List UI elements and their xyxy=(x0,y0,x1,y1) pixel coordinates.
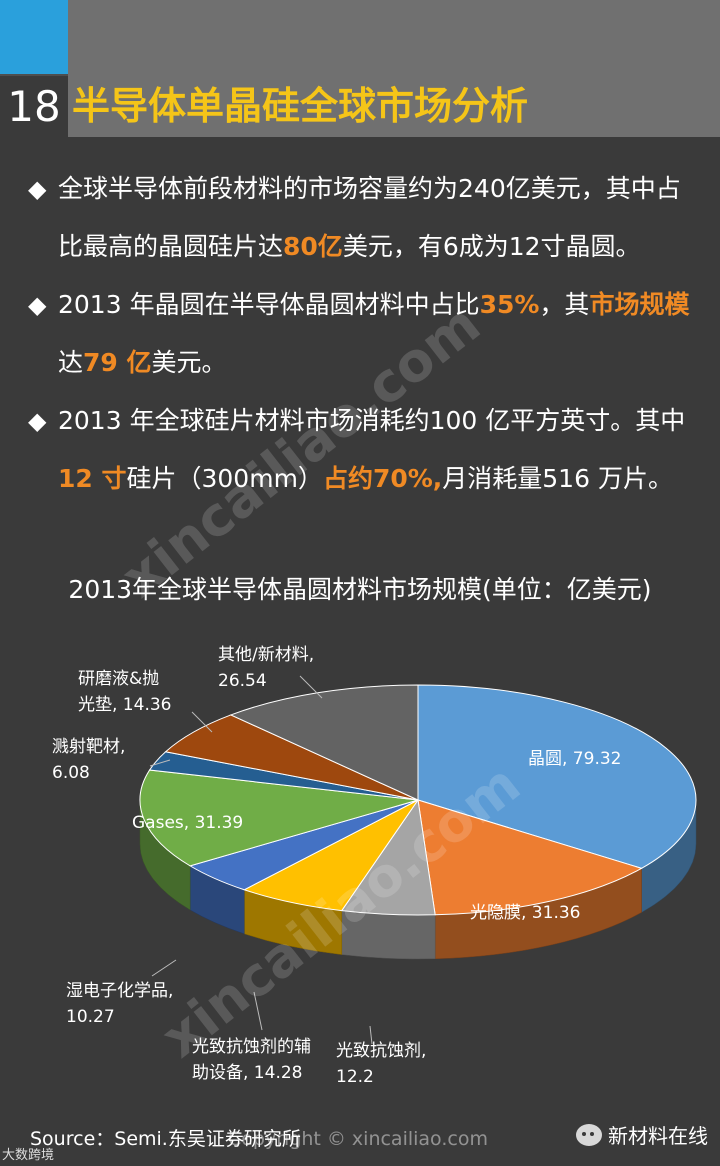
diamond-bullet-icon: ◆ xyxy=(28,291,47,319)
data-label-line: 湿电子化学品, xyxy=(66,981,173,1001)
data-label: 光致抗蚀剂的辅助设备, 14.28 xyxy=(192,1037,311,1083)
bullet-text: 达 xyxy=(58,348,84,377)
corner-mark: 大数跨境 xyxy=(2,1148,55,1163)
copyright-note: Copyright © xincailiao.com xyxy=(228,1128,488,1150)
bullet-text: ，其 xyxy=(539,290,590,319)
data-label-line: 10.27 xyxy=(66,1007,115,1027)
bullet-text: 市场规模 xyxy=(589,290,690,319)
data-label-line: 研磨液&抛 xyxy=(78,669,159,689)
bullet-text: 全球半导体前段材料的市场容量约为240亿美元，其中占 xyxy=(58,174,681,203)
data-label: 光隐膜, 31.36 xyxy=(470,903,580,923)
leader-line xyxy=(369,1025,373,1045)
bullet-text: 35% xyxy=(479,290,540,319)
data-label: 光致抗蚀剂, 12.2 xyxy=(336,1041,426,1087)
brand-name: 新材料在线 xyxy=(608,1124,708,1148)
data-label-line: 助设备, 14.28 xyxy=(192,1063,302,1083)
leader-line xyxy=(191,711,213,733)
pie-slice xyxy=(417,799,643,916)
data-label-line: 溅射靶材, xyxy=(52,737,125,757)
leader-line xyxy=(149,759,171,767)
data-label-line: 光隐膜, 31.36 xyxy=(470,903,580,923)
bullet-text: 79 亿 xyxy=(83,348,152,377)
bullet-text: 比最高的晶圆硅片达 xyxy=(58,232,284,261)
slide-number: 18 xyxy=(0,74,68,137)
bullet-text: 硅片（300mm） xyxy=(126,464,323,493)
data-label: 研磨液&抛光垫, 14.36 xyxy=(78,669,171,715)
bullet-text: 月消耗量516 万片。 xyxy=(442,464,673,493)
wechat-icon xyxy=(576,1123,602,1146)
bullet-text: 2013 年晶圆在半导体晶圆材料中占比 xyxy=(58,290,480,319)
data-label: Gases, 31.39 xyxy=(132,813,243,833)
bullet-text: 美元，有6成为12寸晶圆。 xyxy=(342,232,641,261)
header-accent xyxy=(0,0,68,74)
bullet-text: 12 寸 xyxy=(58,464,127,493)
data-label-line: 光致抗蚀剂的辅 xyxy=(192,1037,311,1057)
data-label: 溅射靶材, 6.08 xyxy=(52,737,125,783)
data-label-line: 光垫, 14.36 xyxy=(78,695,171,715)
data-label-line: 光致抗蚀剂, xyxy=(336,1041,426,1061)
leader-line xyxy=(253,991,263,1031)
data-label-line: 26.54 xyxy=(218,671,267,691)
data-label-line: 6.08 xyxy=(52,763,90,783)
data-label-line: 12.2 xyxy=(336,1067,374,1087)
slide-title: 半导体单晶硅全球市场分析 xyxy=(72,84,529,128)
leader-line xyxy=(151,959,177,977)
diamond-bullet-icon: ◆ xyxy=(28,175,47,203)
data-label-line: Gases, 31.39 xyxy=(132,813,243,833)
pie-chart: 晶圆, 79.32 光隐膜, 31.36 光致抗蚀剂, 12.2 光致抗蚀剂的辅助设备,… xyxy=(52,645,697,1087)
source-note: Source：Semi.东吴证券研究所 xyxy=(30,1128,301,1150)
diamond-bullet-icon: ◆ xyxy=(28,407,47,435)
bullet-item: ◆ 全球半导体前段材料的市场容量约为240亿美元，其中占 比最高的晶圆硅片达80亿美… xyxy=(28,160,708,276)
bullet-item: ◆ 2013 年全球硅片材料市场消耗约100 亿平方英寸。其中 12 寸硅片（300… xyxy=(28,392,708,508)
data-label: 晶圆, 79.32 xyxy=(528,749,621,769)
bullet-text: 80亿 xyxy=(283,232,343,261)
data-label: 其他/新材料, 26.54 xyxy=(218,645,314,691)
chart-title: 2013年全球半导体晶圆材料市场规模(单位：亿美元) xyxy=(68,575,652,604)
bullet-text: 2013 年全球硅片材料市场消耗约100 亿平方英寸。其中 xyxy=(58,406,686,435)
pie-slice xyxy=(417,684,697,869)
data-label: 湿电子化学品, 10.27 xyxy=(66,981,173,1027)
pie-slice xyxy=(229,684,419,801)
bullet-text: 美元。 xyxy=(151,348,227,377)
leader-line xyxy=(299,675,323,699)
data-label-line: 其他/新材料, xyxy=(218,645,314,665)
bullet-text: 占约70%, xyxy=(322,464,443,493)
brand-badge: 新材料在线 xyxy=(576,1120,708,1149)
header-band xyxy=(0,0,720,137)
data-label-line: 晶圆, 79.32 xyxy=(528,749,621,769)
pie-slice xyxy=(139,769,419,867)
bullet-item: ◆ 2013 年晶圆在半导体晶圆材料中占比35%，其市场规模达79 亿美元。 xyxy=(28,276,708,392)
bullet-list: ◆ 全球半导体前段材料的市场容量约为240亿美元，其中占 比最高的晶圆硅片达80亿美… xyxy=(28,160,708,508)
